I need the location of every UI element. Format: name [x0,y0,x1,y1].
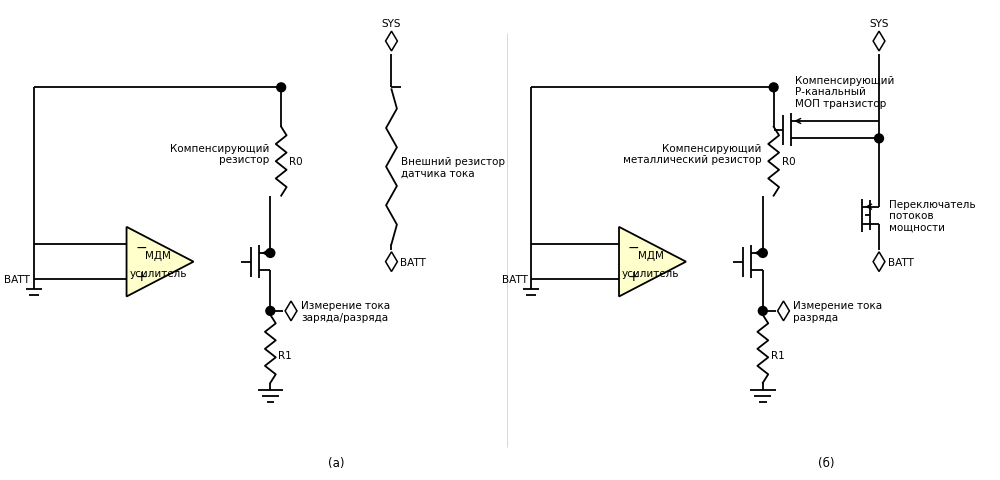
Text: (б): (б) [818,456,835,469]
Text: SYS: SYS [869,19,889,29]
Circle shape [266,249,275,258]
Text: BATT: BATT [888,257,914,267]
Circle shape [277,84,286,93]
Text: усилитель: усилитель [622,269,679,279]
Text: (а): (а) [328,456,345,469]
Text: +: + [628,270,639,284]
Text: МДМ: МДМ [145,250,171,260]
Text: Измерение тока
заряда/разряда: Измерение тока заряда/разряда [301,300,390,322]
Text: R0: R0 [289,157,303,167]
Text: −: − [135,240,147,254]
Text: R1: R1 [278,350,292,360]
Text: Внешний резистор
датчика тока: Внешний резистор датчика тока [401,156,505,178]
Text: Компенсирующий
Р-канальный
МОП транзистор: Компенсирующий Р-канальный МОП транзисто… [795,76,895,109]
Text: усилитель: усилитель [129,269,187,279]
Circle shape [266,307,275,316]
Text: R0: R0 [782,157,795,167]
Text: BATT: BATT [502,275,527,285]
Circle shape [758,249,767,258]
Text: Компенсирующий
резистор: Компенсирующий резистор [170,143,269,165]
Text: R1: R1 [771,350,784,360]
Text: Переключатель
потоков
мощности: Переключатель потоков мощности [889,199,976,232]
Text: МДМ: МДМ [638,250,663,260]
Text: BATT: BATT [4,275,30,285]
Text: +: + [135,270,147,284]
Text: SYS: SYS [382,19,401,29]
Circle shape [758,307,767,316]
Text: −: − [628,240,639,254]
Text: Измерение тока
разряда: Измерение тока разряда [793,300,882,322]
Text: Компенсирующий
металлический резистор: Компенсирующий металлический резистор [623,143,762,165]
Polygon shape [127,228,194,297]
Polygon shape [619,228,686,297]
Text: BATT: BATT [400,257,426,267]
Circle shape [875,135,883,144]
Circle shape [769,84,778,93]
